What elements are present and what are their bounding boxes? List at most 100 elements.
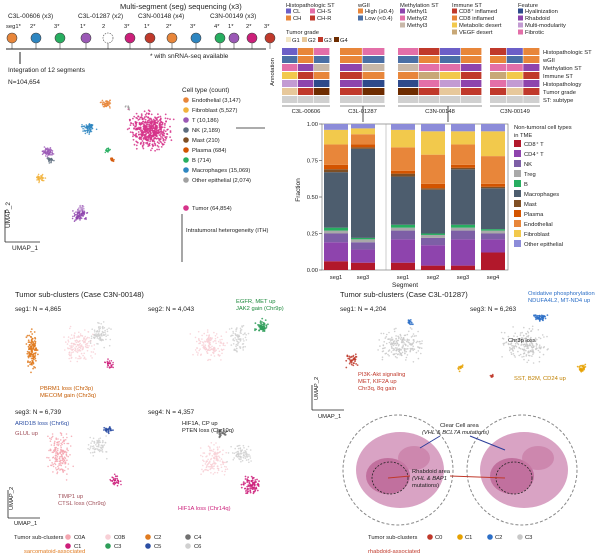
bl-s1-c6-dot: [96, 342, 98, 345]
br-s3-c3-dot: [503, 331, 506, 334]
umap-tumor-dot: [164, 139, 167, 141]
br-s1-c3-dot: [394, 355, 397, 358]
bl-s1-c2-dot: [34, 357, 37, 360]
bl-s1-c6-dot: [94, 331, 96, 333]
umap-t-dot: [41, 150, 44, 153]
umap-tumor-dot: [143, 123, 145, 126]
bl-legend-dot: [65, 543, 71, 549]
umap-tumor-dot: [152, 123, 155, 125]
br-s1-c3-dot: [395, 352, 397, 355]
bl-s3-c6-dot: [96, 445, 98, 448]
bl-s2-c3-dot: [259, 320, 262, 323]
bl-s3-c6-dot: [99, 449, 102, 452]
br-s1-c3-dot: [404, 350, 406, 352]
hm-cell: [282, 48, 298, 55]
bl-s2-c3-dot: [264, 327, 266, 329]
bar-segment: [324, 230, 348, 234]
umap-endothelial-dot: [103, 103, 105, 106]
umap-t-dot: [49, 149, 52, 152]
br-s1-c3-dot: [390, 338, 392, 340]
umap-tumor-dot: [141, 132, 144, 135]
bl-s1-c2-dot: [25, 343, 28, 345]
bl-s1-c0b-dot: [70, 345, 73, 347]
umap-b-dot: [108, 149, 111, 152]
umap-t2-dot: [80, 214, 82, 216]
bl-s3-c0a-dot: [60, 459, 62, 462]
umap-fibroblast-dot: [39, 178, 42, 180]
umap-tumor-dot: [156, 144, 159, 147]
bl-s4-c0b-dot: [203, 460, 205, 463]
bl-s1-c6-dot: [102, 334, 105, 337]
bl-s1-c0b-dot: [85, 358, 87, 360]
bl-s2-c0b-dot: [217, 347, 219, 350]
hm-cell: [490, 48, 507, 55]
bl-s4-c4-dot: [217, 430, 219, 432]
bl-s4-c4-dot: [218, 431, 221, 434]
umap-t2-dot: [85, 218, 87, 221]
umap-tumor-dot: [158, 125, 161, 127]
bl-s2-c6-dot: [234, 349, 236, 351]
br-s3-c3-dot: [512, 339, 515, 341]
umap-tumor-dot: [135, 121, 138, 124]
bl-s1-c0b-dot: [71, 351, 73, 354]
umap-tumor-dot: [143, 116, 146, 119]
umap-t-dot: [49, 151, 52, 153]
rhabdoid-arrow: [449, 475, 506, 479]
seg-circle: [246, 32, 258, 44]
bar-segment: [391, 124, 415, 130]
br-s3-c3-dot: [535, 343, 538, 345]
bl-s2-c3-dot: [265, 326, 268, 329]
bl-s3-c0a-dot: [67, 449, 69, 452]
br-s3-c3-dot: [522, 348, 524, 351]
bl-s2-c0b-dot: [201, 344, 203, 347]
hm-legend-label: Metabolic desert: [459, 23, 502, 29]
br-s3-c3-dot: [528, 350, 530, 353]
bl-s4-c0b-dot: [208, 462, 210, 464]
umap-macrophages-dot: [84, 132, 87, 135]
umap-t2-dot: [83, 212, 85, 214]
bar-segment: [324, 261, 348, 270]
br-s3-c3-dot: [525, 343, 528, 345]
tissue-region: [398, 446, 430, 470]
hm-cell: [314, 72, 330, 79]
umap-tumor2-dot: [79, 209, 82, 212]
bl-s3-c0a-dot: [60, 448, 62, 451]
br-s1-c3-dot: [412, 361, 415, 363]
bl-s2-c0b-dot: [209, 336, 212, 339]
hm-cell: [506, 88, 523, 95]
hm-cell: [490, 56, 507, 63]
bl-s1-c0b-dot: [85, 337, 88, 340]
hm-legend-label: Rhabdoid: [525, 16, 550, 22]
br-s3-c3-dot: [547, 348, 549, 350]
br-s3-c1-dot: [580, 367, 582, 370]
br-s3-c3-dot: [529, 340, 531, 343]
bl-s4-c6-dot: [233, 457, 235, 459]
br-s3-c3-dot: [527, 331, 530, 334]
br-s3-c3-dot: [519, 332, 522, 334]
bl-s4-c1-dot: [253, 484, 256, 487]
seg-circle: [144, 32, 156, 44]
hm-row-label: Tumor grade: [543, 90, 576, 96]
bl-s3-c5: [103, 426, 114, 435]
bar-segment: [481, 239, 505, 253]
bl-s2-c0b-dot: [208, 334, 211, 336]
br-s1-c0-dot: [349, 360, 352, 362]
bl-s3-c0a-dot: [63, 459, 66, 461]
bl-s1-c0b-dot: [78, 355, 80, 357]
bl-s1-c2-dot: [29, 346, 32, 349]
umap-tumor-dot: [141, 144, 144, 147]
bl-s3-c6-dot: [95, 444, 97, 446]
umap-tumor-dot: [148, 119, 151, 121]
bl-s1-c6-dot: [93, 334, 95, 336]
bar-segment: [391, 147, 415, 171]
umap-macrophages-dot: [82, 130, 84, 132]
bl-s4-c1-dot: [246, 481, 249, 483]
bl-s4-c0b-dot: [207, 445, 210, 448]
br-s1-c0-dot: [354, 359, 356, 361]
bl-s1-c0b-dot: [86, 336, 89, 339]
clear-cell-arrow: [419, 435, 441, 449]
umap-tumor-dot: [147, 112, 150, 115]
bl-s4-c6-dot: [243, 451, 246, 454]
umap-macrophages-dot: [86, 129, 88, 132]
bl-s1-c0b-dot: [81, 339, 84, 342]
